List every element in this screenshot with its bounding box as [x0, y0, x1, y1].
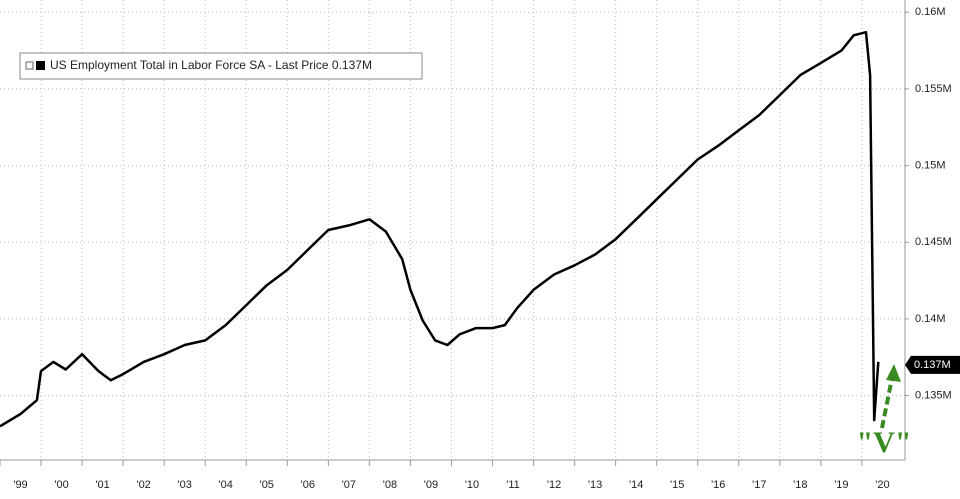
y-tick-label: 0.15M: [915, 160, 946, 172]
x-tick-label: '09: [424, 479, 438, 491]
x-tick-label: '12: [547, 479, 561, 491]
line: [0, 30, 880, 428]
x-tick-label: '13: [588, 479, 602, 491]
x-tick-label: '00: [54, 479, 68, 491]
x-tick-label: '06: [301, 479, 315, 491]
y-tick-label: 0.135M: [915, 390, 952, 402]
legend-suffix: - Last Price 0.137M: [268, 58, 372, 72]
legend-text: US Employment Total in Labor Force SA - …: [50, 58, 372, 72]
legend-swatch: [36, 61, 45, 70]
x-tick-label: '04: [219, 479, 233, 491]
x-tick-label: '20: [875, 479, 889, 491]
legend-toggle: [25, 61, 34, 70]
last-value-label: 0.137M: [914, 359, 951, 371]
x-tick-label: '17: [752, 479, 766, 491]
x-tick-label: '10: [465, 479, 479, 491]
x-tick-label: '19: [834, 479, 848, 491]
annotation: "V": [857, 426, 912, 459]
last-value-marker: [905, 355, 960, 374]
x-tick-label: '03: [178, 479, 192, 491]
x-tick-label: '01: [95, 479, 109, 491]
x-tick-label: '08: [383, 479, 397, 491]
x-tick-label: '16: [711, 479, 725, 491]
x-tick-label: '11: [506, 479, 520, 491]
x-tick-label: '14: [629, 479, 643, 491]
legend-box: [19, 52, 423, 80]
x-tick-label: '02: [136, 479, 150, 491]
arrow-head: [886, 364, 901, 382]
arrow-shaft: [880, 377, 894, 429]
y-tick-label: 0.14M: [915, 313, 946, 325]
plot: [0, 30, 880, 428]
y-tick-label: 0.155M: [915, 83, 952, 95]
y-tick-label: 0.145M: [915, 236, 952, 248]
x-tick-label: '99: [13, 479, 27, 491]
x-tick-label: '18: [793, 479, 807, 491]
x-tick-label: '07: [342, 479, 356, 491]
legend-name: US Employment Total in Labor Force SA: [50, 58, 265, 72]
y-tick-label: 0.16M: [915, 6, 946, 18]
x-tick-label: '05: [260, 479, 274, 491]
x-tick-label: '15: [670, 479, 684, 491]
